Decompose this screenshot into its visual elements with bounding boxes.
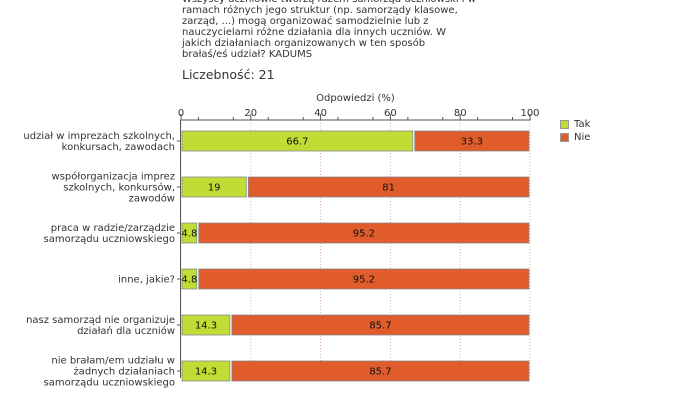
- bar-tak: [181, 176, 247, 198]
- legend-swatch: [560, 120, 569, 129]
- category-label: zawodów: [129, 193, 175, 205]
- bar-tak: [181, 314, 231, 336]
- category-label: nie brałam/em udziału w: [51, 356, 175, 367]
- category-label: samorządu uczniowskiego: [44, 378, 175, 389]
- category-label: współorganizacja imprez: [52, 171, 175, 183]
- category-label: inne, jakie?: [118, 275, 175, 286]
- category-label: samorządu uczniowskiego: [44, 234, 175, 245]
- x-tick-label: 20: [244, 108, 257, 119]
- bar-nie: [231, 314, 530, 336]
- data-label-nie: 95.2: [353, 229, 375, 240]
- category-label: praca w radzie/zarządzie: [51, 223, 175, 234]
- question-text: Wszyscy uczniowie tworzą razem samorząd …: [182, 0, 476, 60]
- category-label: nasz samorząd nie organizuje: [26, 315, 175, 326]
- legend-item-nie: Nie: [560, 131, 590, 144]
- bar-nie: [247, 176, 530, 198]
- data-label-tak: 19: [208, 183, 221, 194]
- bar-nie: [198, 222, 530, 244]
- bar-tak: [181, 222, 198, 244]
- legend-label: Nie: [574, 132, 591, 143]
- category-label: żadnych działaniach: [73, 367, 175, 378]
- x-axis-title: Odpowiedzi (%): [316, 93, 395, 104]
- data-label-tak: 4.8: [181, 229, 197, 240]
- x-tick-label: 80: [454, 108, 467, 119]
- x-tick-label: 60: [384, 108, 397, 119]
- category-label: udział w imprezach szkolnych,: [23, 131, 175, 142]
- data-label-nie: 85.7: [369, 321, 391, 332]
- category-label: działań dla uczniów: [77, 325, 175, 337]
- legend-item-tak: Tak: [560, 118, 590, 131]
- bar-tak: [181, 130, 414, 152]
- x-tick-label: 40: [314, 108, 327, 119]
- data-label-nie: 95.2: [353, 275, 375, 286]
- legend-swatch: [560, 133, 569, 142]
- sample-size-label: Liczebność: 21: [182, 67, 275, 82]
- legend-label: Tak: [574, 119, 591, 130]
- data-label-tak: 14.3: [195, 367, 217, 378]
- data-label-nie: 33.3: [461, 137, 483, 148]
- category-label: szkolnych, konkursów,: [63, 182, 175, 194]
- data-label-nie: 85.7: [369, 367, 391, 378]
- chart-legend: Tak Nie: [560, 118, 590, 144]
- bar-nie: [198, 268, 530, 290]
- data-label-nie: 81: [382, 183, 395, 194]
- bar-nie: [231, 360, 530, 382]
- data-label-tak: 66.7: [286, 137, 308, 148]
- x-tick-label: 0: [178, 108, 184, 119]
- category-label: konkursach, zawodach: [62, 142, 175, 153]
- bar-nie: [414, 130, 530, 152]
- bar-tak: [181, 360, 231, 382]
- data-label-tak: 4.8: [181, 275, 197, 286]
- x-tick-label: 100: [520, 108, 539, 119]
- bar-tak: [181, 268, 198, 290]
- data-label-tak: 14.3: [195, 321, 217, 332]
